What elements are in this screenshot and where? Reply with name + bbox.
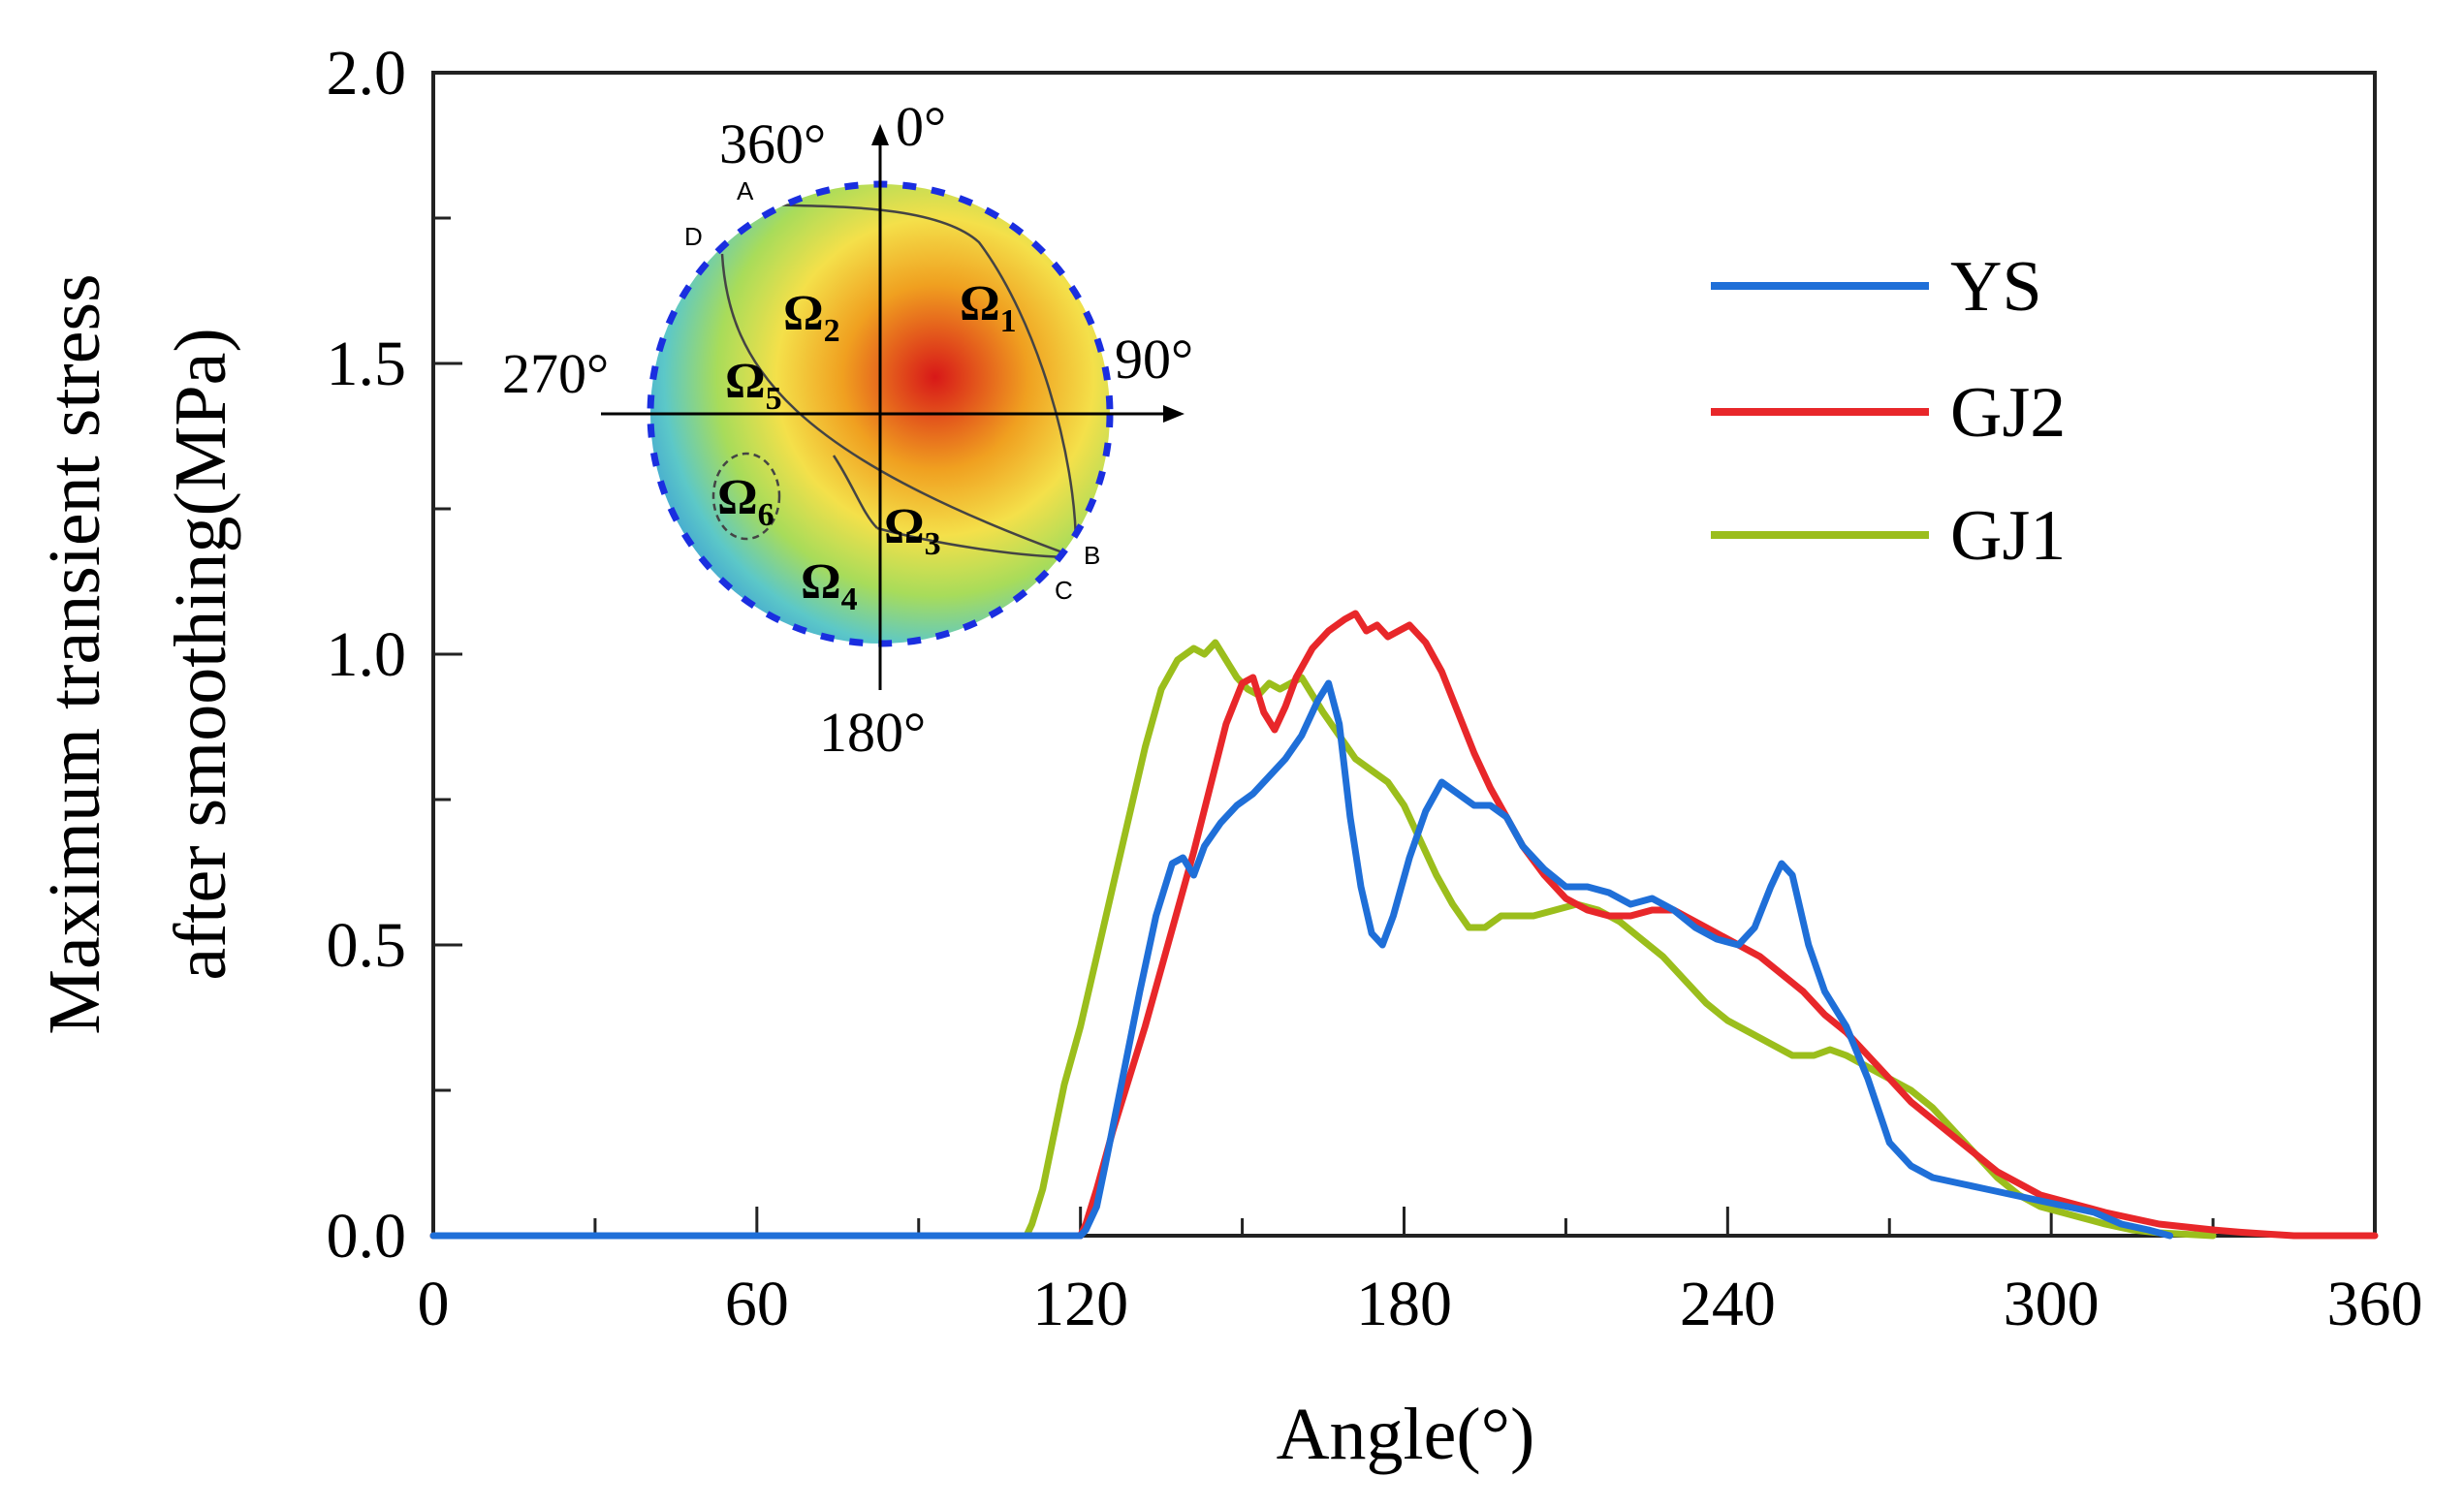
y-tick-label: 0.5 <box>327 910 407 981</box>
legend-label-ys: YS <box>1950 247 2042 327</box>
inset-region-1: Ω1 <box>960 276 1017 339</box>
inset-region-boundaries <box>711 202 1078 559</box>
y-axis-ticks <box>433 71 462 1238</box>
inset-region-5: Ω5 <box>725 354 782 417</box>
inset-region-6: Ω6 <box>717 470 774 533</box>
inset-point-b: B <box>1084 541 1100 570</box>
inset-arrow-right-icon <box>1163 405 1185 423</box>
y-axis-title-line2: after smoothing(MPa) <box>160 328 241 980</box>
inset-label-360: 360° <box>719 112 826 175</box>
inset-region-2: Ω2 <box>783 286 840 349</box>
y-tick-label: 0.0 <box>327 1201 407 1272</box>
series-line-gj1 <box>429 639 2217 1240</box>
x-tick-label: 240 <box>1680 1269 1776 1339</box>
x-tick-label: 360 <box>2327 1269 2423 1339</box>
inset-label-270: 270° <box>502 342 609 405</box>
x-axis-tick-labels: 0 60 120 180 240 300 360 <box>418 1269 2423 1339</box>
inset-point-d: D <box>684 222 703 251</box>
inset-label-180: 180° <box>819 701 926 764</box>
series-line-ys <box>429 679 2174 1240</box>
inset-point-c: C <box>1055 576 1073 605</box>
x-axis-title: Angle(°) <box>1277 1394 1535 1475</box>
inset-label-90: 90° <box>1115 328 1193 391</box>
x-tick-label: 0 <box>418 1269 450 1339</box>
series-lines <box>429 610 2379 1240</box>
x-tick-label: 180 <box>1356 1269 1452 1339</box>
legend: YS GJ2 GJ1 <box>1711 247 2066 576</box>
inset-point-a: A <box>737 176 754 205</box>
y-tick-label: 1.0 <box>327 619 407 690</box>
series-line-gj2 <box>429 610 2379 1240</box>
inset-region-3: Ω3 <box>884 499 941 562</box>
y-tick-label: 2.0 <box>327 38 407 109</box>
y-tick-label: 1.5 <box>327 329 407 399</box>
x-tick-label: 300 <box>2004 1269 2100 1339</box>
legend-label-gj1: GJ1 <box>1950 496 2066 576</box>
inset-diagram: 360° 0° 270° 90° 180° A B C D Ω1 Ω2 Ω3 Ω… <box>502 95 1193 764</box>
inset-region-4: Ω4 <box>801 554 858 617</box>
inset-arrow-up-icon <box>871 124 889 145</box>
x-tick-label: 120 <box>1032 1269 1128 1339</box>
y-axis-tick-labels: 0.0 0.5 1.0 1.5 2.0 <box>327 38 407 1272</box>
inset-label-0: 0° <box>896 95 946 158</box>
legend-label-gj2: GJ2 <box>1950 373 2066 453</box>
x-tick-label: 60 <box>725 1269 789 1339</box>
y-axis-title-line1: Maximum transient stress <box>34 273 115 1034</box>
